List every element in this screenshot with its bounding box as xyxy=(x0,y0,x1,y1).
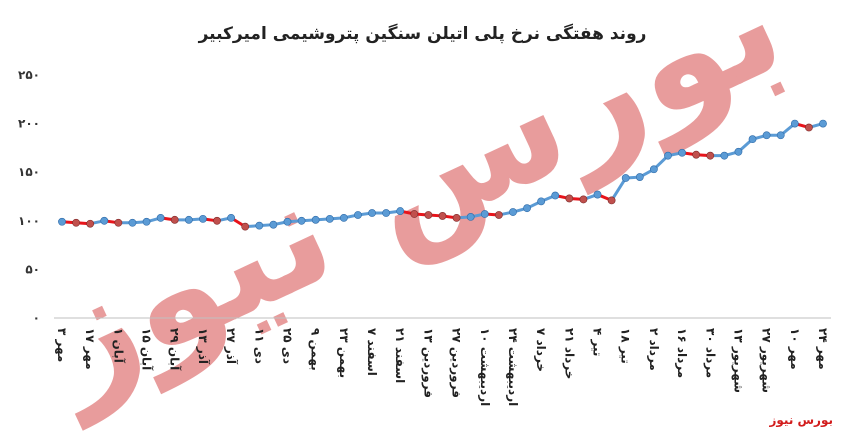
data-point xyxy=(297,216,306,225)
x-tick-label: ۴ تیر xyxy=(591,328,605,356)
x-tick-label: ۱۱ دی xyxy=(252,328,266,364)
data-point xyxy=(142,217,151,226)
x-tick-label: ۷ اسفند xyxy=(365,328,379,376)
data-point xyxy=(128,218,137,227)
data-point xyxy=(72,218,80,227)
data-point xyxy=(607,196,616,205)
series-price xyxy=(58,119,827,231)
data-point xyxy=(283,217,292,226)
data-point xyxy=(156,213,165,222)
x-tick-label: ۱۰ مهر xyxy=(788,328,802,370)
data-point xyxy=(227,213,236,222)
x-tick-label: ۲ مرداد xyxy=(647,328,661,371)
x-tick-label: ۱۵ آبان xyxy=(140,328,155,371)
y-axis: ۰ ۵۰ ۱۰۰ ۱۵۰ ۲۰۰ ۲۵۰ xyxy=(18,68,40,325)
data-point xyxy=(720,151,729,160)
x-tick-label: ۲۷ فروردین xyxy=(449,328,464,398)
x-tick-label: ۱۰ اردیبهشت xyxy=(478,328,492,406)
x-tick-label: ۱۳ شهریور xyxy=(730,328,745,393)
data-point xyxy=(509,208,517,216)
source-label: بورس نیوز xyxy=(769,413,833,427)
data-point xyxy=(325,214,334,223)
data-point xyxy=(184,215,193,224)
x-tick-label: ۲۷ آذر xyxy=(224,328,239,365)
data-point xyxy=(664,151,672,160)
data-point xyxy=(678,148,686,157)
data-point xyxy=(410,210,419,218)
data-point xyxy=(762,131,771,140)
data-point xyxy=(593,190,602,199)
data-point xyxy=(790,119,799,128)
y-tick-label: ۲۵۰ xyxy=(18,68,40,82)
data-point xyxy=(311,215,320,224)
data-point xyxy=(819,119,827,128)
data-point xyxy=(649,165,658,174)
data-point xyxy=(396,207,405,215)
x-tick-label: ۳۰ مرداد xyxy=(703,328,717,378)
chart-title: روند هفتگی نرخ پلی اتیلن سنگین پتروشیمی … xyxy=(198,24,647,44)
data-point xyxy=(692,150,701,159)
data-point xyxy=(494,211,503,219)
data-point xyxy=(368,209,376,217)
data-point xyxy=(565,194,574,203)
data-point xyxy=(734,147,743,156)
data-point xyxy=(424,211,433,219)
data-point xyxy=(199,214,207,223)
data-point xyxy=(523,204,531,213)
data-point xyxy=(100,216,109,225)
y-tick-label: ۰ xyxy=(33,311,40,325)
x-tick-label: ۲۱ اسفند xyxy=(393,328,407,383)
x-tick-label: ۲۴ اردیبهشت xyxy=(506,328,520,406)
data-point xyxy=(452,213,461,222)
data-point xyxy=(551,191,560,200)
x-tick-label: ۹ بهمن xyxy=(309,328,323,371)
x-tick-label: ۱۷ مهر xyxy=(83,328,97,370)
data-point xyxy=(438,212,447,220)
data-point xyxy=(241,222,250,231)
x-tick-label: ۲۳ بهمن xyxy=(337,328,351,378)
x-tick-label: ۲۹ آبان xyxy=(168,328,183,371)
data-point xyxy=(170,215,179,224)
x-tick-label: ۲۱ خرداد xyxy=(562,328,576,379)
data-point xyxy=(354,211,362,219)
data-point xyxy=(114,218,123,227)
data-point xyxy=(748,135,757,144)
y-tick-label: ۵۰ xyxy=(25,262,40,276)
x-tick-label: ۷ خرداد xyxy=(534,328,548,372)
data-point xyxy=(480,210,489,218)
series-segment xyxy=(610,176,628,202)
data-point xyxy=(706,151,715,160)
x-axis: ۳ مهر ۱۷ مهر ۱ آبان ۱۵ آبان ۲۹ آبان ۱۳ آذر ۲۷ … xyxy=(54,317,831,406)
x-tick-label: ۱۳ فروردین xyxy=(420,328,435,398)
data-point xyxy=(537,197,546,206)
data-point xyxy=(58,217,66,226)
x-tick-label: ۱۳ آذر xyxy=(196,328,211,365)
x-tick-label: ۱ آبان xyxy=(111,328,126,364)
y-tick-label: ۱۵۰ xyxy=(18,165,40,179)
data-point xyxy=(805,123,813,132)
y-tick-label: ۱۰۰ xyxy=(18,214,40,228)
data-point xyxy=(86,219,95,228)
data-point xyxy=(621,174,630,182)
data-point xyxy=(255,221,264,230)
x-tick-label: ۱۶ مرداد xyxy=(675,328,689,378)
data-point xyxy=(635,173,644,181)
data-point xyxy=(213,216,221,225)
data-point xyxy=(466,213,475,221)
x-tick-label: ۲۵ دی xyxy=(280,328,294,364)
data-point xyxy=(776,131,785,140)
x-tick-label: ۳ مهر xyxy=(55,328,69,362)
y-tick-label: ۲۰۰ xyxy=(18,117,40,131)
x-tick-label: ۲۷ شهریور xyxy=(759,328,774,393)
data-point xyxy=(382,209,391,217)
x-tick-label: ۲۴ مهر xyxy=(816,328,830,370)
data-point xyxy=(269,220,278,229)
data-point xyxy=(339,213,348,222)
data-point xyxy=(579,195,588,204)
x-tick-label: ۱۸ تیر xyxy=(619,328,633,364)
